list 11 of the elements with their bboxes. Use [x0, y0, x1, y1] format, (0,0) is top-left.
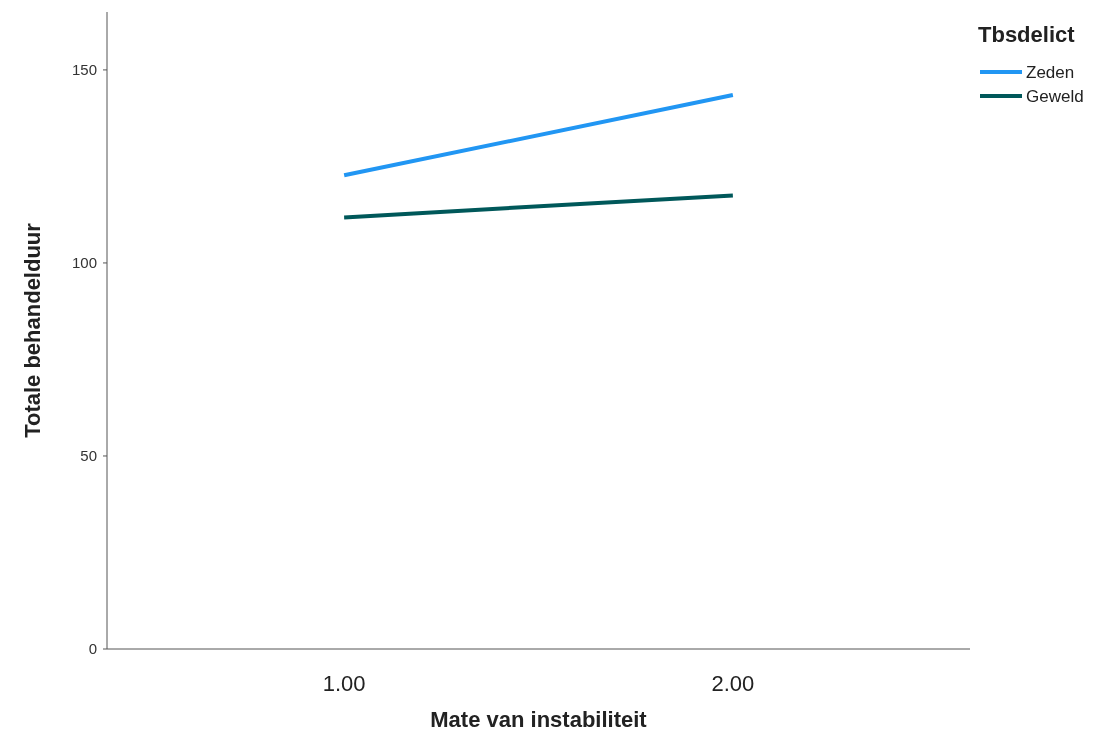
y-tick-label: 100 — [71, 254, 97, 272]
legend-title: Tbsdelict — [978, 22, 1076, 47]
y-tick-label: 0 — [88, 640, 97, 658]
x-tick-label: 2.00 — [711, 671, 755, 696]
y-axis-title: Totale behandelduur — [20, 222, 45, 438]
x-axis-title: Mate van instabiliteit — [430, 707, 648, 732]
y-tick-label: 50 — [80, 447, 97, 465]
y-tick-label: 150 — [71, 61, 97, 79]
legend-label: Geweld — [1026, 86, 1084, 106]
x-tick-label: 1.00 — [322, 671, 366, 696]
legend-label: Zeden — [1026, 62, 1075, 82]
